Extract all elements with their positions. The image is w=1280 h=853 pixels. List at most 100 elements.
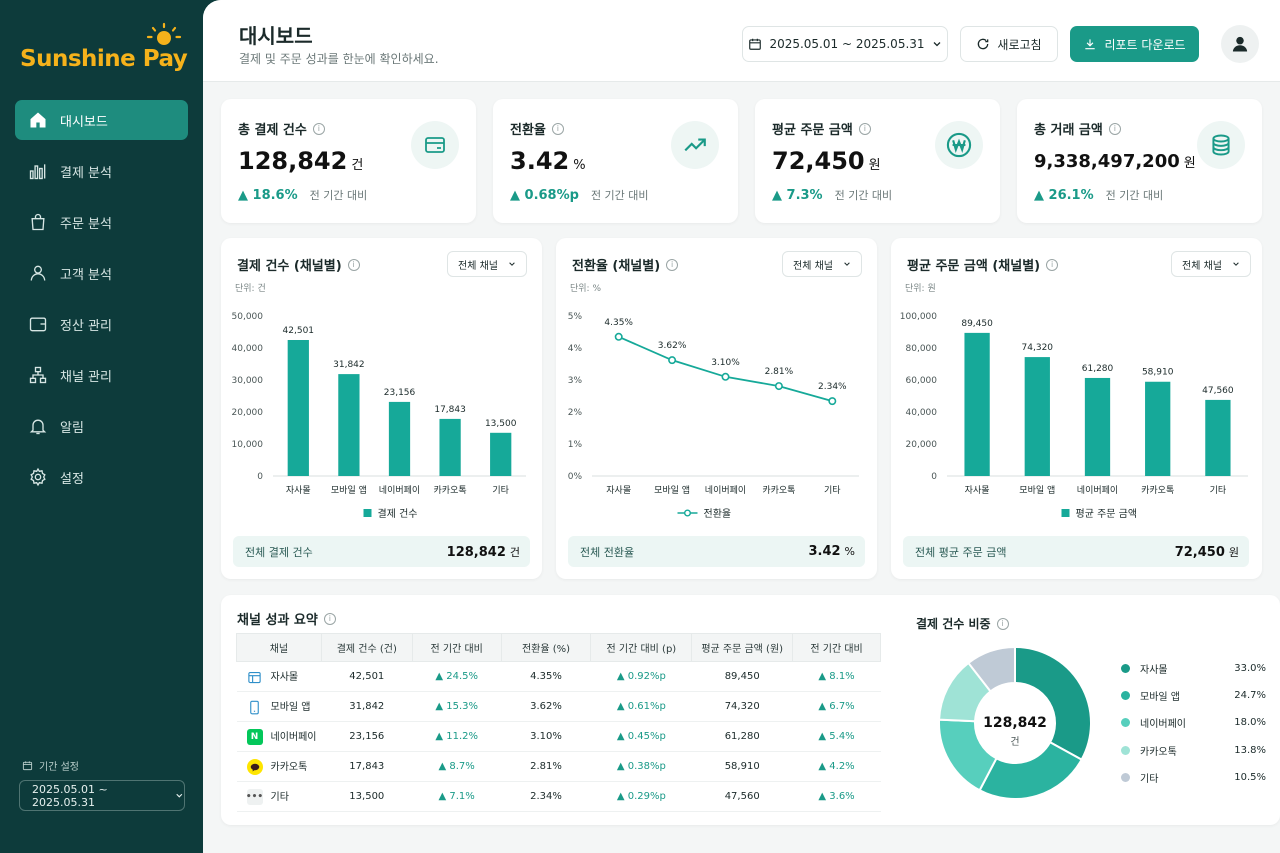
kpi-delta-value: ▲ 18.6% bbox=[238, 188, 298, 203]
aov-delta-cell: ▲ 5.4% bbox=[792, 721, 881, 752]
kpi-value-number: 128,842 bbox=[238, 147, 348, 175]
channel-name: 기타 bbox=[270, 792, 289, 803]
column-header[interactable]: 채널 bbox=[236, 633, 322, 662]
legend-swatch bbox=[1121, 664, 1130, 674]
channel-select-value: 전체 채널 bbox=[1182, 260, 1222, 272]
column-header[interactable]: 평균 주문 금액 (원) bbox=[691, 633, 794, 662]
bar bbox=[1084, 377, 1111, 476]
info-icon[interactable]: i bbox=[996, 617, 1009, 630]
kpi-delta-value: ▲ 0.68%p bbox=[510, 188, 579, 203]
info-icon[interactable]: i bbox=[323, 612, 336, 625]
conversion-line-chart: 0% 1% 2% 3% 4% 5% 자사몰 4.35% 모바일 앱 3.62% 네이버페이 3.10%… bbox=[568, 312, 859, 520]
kpi-title-text: 총 결제 건수 bbox=[238, 123, 307, 138]
info-icon[interactable]: i bbox=[312, 122, 325, 135]
refresh-button[interactable]: 새로고침 bbox=[960, 26, 1058, 62]
x-tick-label: 네이버페이 bbox=[1077, 485, 1118, 496]
brand-logo[interactable]: Sunshine Pay bbox=[20, 22, 195, 82]
legend-item[interactable]: 모바일 앱 24.7% bbox=[1121, 682, 1266, 709]
info-icon[interactable]: i bbox=[666, 258, 679, 271]
sidebar-item-customer-analysis[interactable]: 고객 분석 bbox=[15, 253, 188, 293]
date-range-picker[interactable]: 2025.05.01 ~ 2025.05.31 bbox=[742, 26, 948, 62]
chevron-down-icon bbox=[509, 262, 515, 266]
channel-select[interactable]: 전체 채널 bbox=[447, 251, 527, 277]
sidebar-item-order-analysis[interactable]: 주문 분석 bbox=[15, 202, 188, 242]
download-report-button[interactable]: 리포트 다운로드 bbox=[1070, 26, 1199, 62]
aov-bar-chart: 0 20,000 40,000 60,000 80,000 100,000 자사몰 89,45… bbox=[900, 312, 1248, 520]
legend-swatch bbox=[1121, 691, 1130, 701]
footer-unit: 건 bbox=[509, 545, 520, 559]
sidebar-item-settings[interactable]: 설정 bbox=[15, 457, 188, 497]
column-header[interactable]: 전환율 (%) bbox=[500, 633, 592, 662]
sidebar-period-select[interactable]: 2025.05.01 ~ 2025.05.31 bbox=[19, 780, 185, 811]
bar bbox=[1205, 399, 1231, 476]
aov-cell: 89,450 bbox=[691, 661, 793, 692]
count-cell: 31,842 bbox=[321, 691, 413, 722]
legend-item[interactable]: 카카오톡 13.8% bbox=[1121, 737, 1266, 764]
sidebar-item-payment-analysis[interactable]: 결제 분석 bbox=[15, 151, 188, 191]
footer-value: 128,842 건 bbox=[447, 544, 520, 560]
column-header[interactable]: 결제 건수 (건) bbox=[320, 633, 413, 662]
brand-name-part2: Pay bbox=[142, 46, 188, 72]
sidebar-item-alerts[interactable]: 알림 bbox=[15, 406, 188, 446]
table-row[interactable]: 자사몰 42,501 ▲ 24.5% 4.35% ▲ 0.92%p 89,450… bbox=[236, 661, 881, 692]
column-header[interactable]: 전 기간 대비 bbox=[411, 633, 502, 662]
table-header-row: 채널 결제 건수 (건) 전 기간 대비 전환율 (%) 전 기간 대비 (p)… bbox=[236, 633, 881, 662]
data-point bbox=[774, 382, 783, 391]
sidebar-item-label: 채널 관리 bbox=[60, 369, 112, 385]
channel-cell: 카카오톡 bbox=[236, 751, 322, 782]
info-icon[interactable]: i bbox=[347, 258, 360, 271]
kpi-compare: 전 기간 대비 bbox=[1105, 189, 1164, 202]
bar bbox=[490, 432, 512, 476]
rate-cell: 3.62% bbox=[501, 691, 591, 722]
rate-delta-cell: ▲ 0.38%p bbox=[590, 751, 692, 782]
legend-label: 전환율 bbox=[704, 508, 732, 520]
y-tick-label: 1% bbox=[568, 440, 583, 450]
kakao-icon bbox=[246, 759, 263, 775]
channel-select[interactable]: 전체 채널 bbox=[1171, 251, 1251, 277]
rate-delta-cell: ▲ 0.61%p bbox=[590, 691, 692, 722]
refresh-icon bbox=[978, 38, 989, 50]
bar bbox=[964, 332, 990, 476]
brand-name-part1: Sunshine bbox=[20, 46, 136, 72]
payment-share-donut-chart: 128,842 건 bbox=[938, 645, 1092, 800]
legend-value: 13.8% bbox=[1234, 744, 1266, 756]
data-label: 89,450 bbox=[961, 319, 993, 329]
sidebar-item-channel[interactable]: 채널 관리 bbox=[15, 355, 188, 395]
sidebar-item-label: 설정 bbox=[60, 471, 84, 487]
sidebar-item-settlement[interactable]: 정산 관리 bbox=[15, 304, 188, 344]
info-icon[interactable]: i bbox=[858, 122, 871, 135]
column-header[interactable]: 전 기간 대비 bbox=[792, 633, 881, 662]
x-tick-label: 카카오톡 bbox=[1141, 485, 1174, 496]
channel-select-value: 전체 채널 bbox=[793, 260, 833, 272]
aov-cell: 47,560 bbox=[691, 781, 793, 812]
table-row[interactable]: 카카오톡 17,843 ▲ 8.7% 2.81% ▲ 0.38%p 58,910… bbox=[236, 751, 881, 782]
period-select-value: 2025.05.01 ~ 2025.05.31 bbox=[32, 782, 108, 809]
chart-title: 평균 주문 금액 (채널별) i bbox=[907, 255, 1059, 274]
channel-select[interactable]: 전체 채널 bbox=[782, 251, 862, 277]
user-avatar[interactable] bbox=[1221, 25, 1259, 63]
y-tick-label: 4% bbox=[568, 344, 583, 354]
info-icon[interactable]: i bbox=[551, 122, 564, 135]
legend-swatch bbox=[1061, 509, 1070, 517]
y-tick-label: 5% bbox=[568, 312, 583, 322]
download-icon bbox=[1085, 39, 1096, 50]
legend-item[interactable]: 자사몰 33.0% bbox=[1121, 655, 1266, 682]
sidebar-item-label: 결제 분석 bbox=[60, 165, 112, 181]
channel-cell: N 네이버페이 bbox=[236, 721, 322, 752]
sun-icon bbox=[146, 22, 182, 45]
y-tick-label: 40,000 bbox=[232, 344, 264, 354]
info-icon[interactable]: i bbox=[1108, 122, 1121, 135]
chart-title: 전환율 (채널별) i bbox=[572, 255, 679, 274]
table-row[interactable]: N 네이버페이 23,156 ▲ 11.2% 3.10% ▲ 0.45%p 61,… bbox=[236, 721, 881, 752]
table-row[interactable]: ••• 기타 13,500 ▲ 7.1% 2.34% ▲ 0.29%p 47,56… bbox=[236, 781, 881, 812]
legend-item[interactable]: 네이버페이 18.0% bbox=[1121, 709, 1266, 736]
column-header[interactable]: 전 기간 대비 (p) bbox=[590, 633, 693, 662]
table-row[interactable]: 모바일 앱 31,842 ▲ 15.3% 3.62% ▲ 0.61%p 74,3… bbox=[236, 691, 881, 722]
sidebar-item-dashboard[interactable]: 대시보드 bbox=[15, 100, 188, 140]
chart-card-aov-by-channel: 평균 주문 금액 (채널별) i 단위: 원 전체 채널 0 20,000 40,00… bbox=[891, 238, 1262, 579]
rate-delta-cell: ▲ 0.29%p bbox=[590, 781, 692, 812]
calendar-icon bbox=[22, 761, 33, 771]
legend-item[interactable]: 기타 10.5% bbox=[1121, 764, 1266, 791]
data-label: 74,320 bbox=[1022, 343, 1054, 353]
info-icon[interactable]: i bbox=[1046, 258, 1059, 271]
